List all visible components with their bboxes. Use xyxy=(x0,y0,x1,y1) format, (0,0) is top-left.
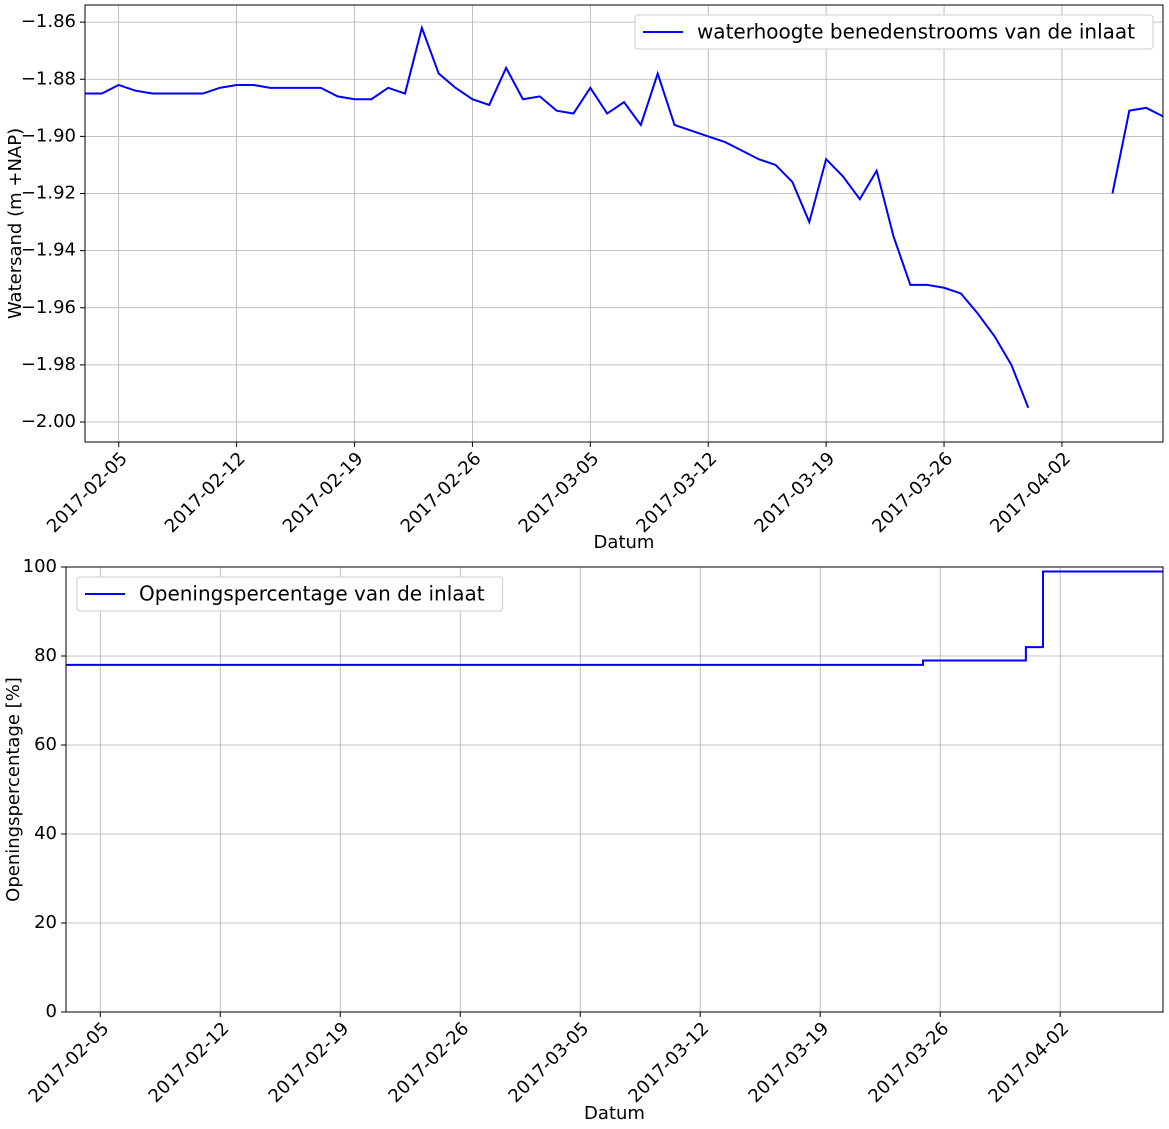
x-tick-label: 2017-02-19 xyxy=(279,448,368,537)
legend-box xyxy=(634,14,1154,50)
y-axis-title: Watersand (m +NAP) xyxy=(5,128,26,319)
x-tick-label: 2017-03-05 xyxy=(504,1018,593,1107)
y-tick-label: −1.92 xyxy=(21,183,76,204)
x-tick-label: 2017-03-05 xyxy=(515,448,604,537)
x-tick-label: 2017-03-26 xyxy=(868,448,957,537)
y-tick-label: −1.96 xyxy=(21,297,76,318)
x-tick-label: 2017-02-12 xyxy=(161,448,250,537)
series-line xyxy=(85,24,1163,409)
legend-label: waterhoogte benedenstrooms van de inlaat xyxy=(697,20,1135,44)
y-tick-label: −1.86 xyxy=(21,11,76,32)
series-line xyxy=(66,570,1163,666)
y-tick-label: −1.88 xyxy=(21,68,76,89)
y-tick-label: −1.90 xyxy=(21,125,76,146)
y-tick-label: 0 xyxy=(46,1001,57,1022)
y-tick-label: 80 xyxy=(34,645,57,666)
plot-frame xyxy=(84,4,1164,443)
y-axis-title: Openingspercentage [%] xyxy=(3,677,24,902)
y-tick-label: 100 xyxy=(23,556,57,577)
x-tick-label: 2017-04-02 xyxy=(984,1018,1073,1107)
x-tick-label: 2017-03-12 xyxy=(632,448,721,537)
x-tick-label: 2017-02-26 xyxy=(397,448,486,537)
x-tick-label: 2017-03-19 xyxy=(744,1018,833,1107)
x-tick-label: 2017-02-05 xyxy=(25,1018,114,1107)
y-tick-label: 60 xyxy=(34,734,57,755)
y-tick-label: −1.94 xyxy=(21,240,76,261)
x-tick-label: 2017-02-12 xyxy=(145,1018,234,1107)
x-axis-title: Datum xyxy=(584,1103,645,1124)
legend: waterhoogte benedenstrooms van de inlaat xyxy=(634,14,1154,50)
x-tick-label: 2017-02-05 xyxy=(43,448,132,537)
x-tick-label: 2017-02-26 xyxy=(384,1018,473,1107)
y-tick-label: −1.98 xyxy=(21,354,76,375)
x-tick-label: 2017-03-12 xyxy=(624,1018,713,1107)
subplot: 0 20 40 60 80 100 2017-02-05 2017-02-12 2017-02-… xyxy=(3,556,1164,1124)
legend-label: Openingspercentage van de inlaat xyxy=(139,582,485,606)
subplot: −2.00 −1.98 −1.96 −1.94 −1.92 −1.90 −1.88 −1.86… xyxy=(5,4,1164,553)
x-tick-label: 2017-04-02 xyxy=(986,448,1075,537)
legend-box xyxy=(76,576,504,612)
x-tick-label: 2017-03-19 xyxy=(750,448,839,537)
y-tick-label: −2.00 xyxy=(21,411,76,432)
x-tick-label: 2017-03-26 xyxy=(864,1018,953,1107)
x-tick-label: 2017-02-19 xyxy=(265,1018,354,1107)
x-axis-title: Datum xyxy=(594,532,655,553)
legend: Openingspercentage van de inlaat xyxy=(76,576,504,612)
y-tick-label: 40 xyxy=(34,823,57,844)
plot-frame xyxy=(65,566,1164,1013)
y-tick-label: 20 xyxy=(34,912,57,933)
